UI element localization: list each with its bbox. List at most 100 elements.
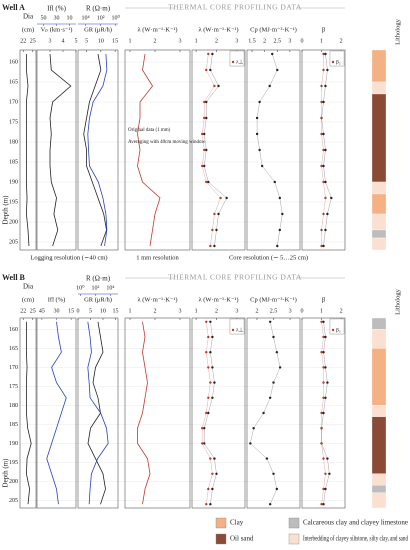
core-point [320,503,323,506]
core-point [324,228,327,232]
core-point [209,351,212,354]
lithology-layer [371,416,387,474]
core-point [278,196,282,200]
core-point [205,116,208,120]
core-point [255,116,259,120]
lithology-layer [371,229,387,239]
tick-label: 15 [68,308,74,314]
panel-frame [124,317,191,509]
tick-label: 10² [91,285,99,291]
core-point [281,212,284,216]
log-curve [87,321,106,505]
core-point [203,427,206,430]
panel-label: Cp (MJ·m⁻³·K⁻¹) [250,26,297,33]
core-point [324,196,327,200]
core-point [211,335,214,339]
core-trace [204,53,227,247]
panel-label: (cm) [22,26,34,33]
core-point [213,457,216,460]
core-point [203,100,206,104]
legend-swatch [231,60,235,64]
core-point [324,180,327,184]
core-point [272,472,275,475]
core-point [209,457,212,460]
depth-tick-label: 170 [9,365,18,371]
core-point [207,366,210,369]
core-point [207,487,210,491]
panel-frame [246,317,301,509]
panel-top-label: Dia [23,13,34,21]
core-point [268,320,272,323]
tick-label: 4 [62,38,65,44]
panel-label: GR (μR/h) [84,296,112,303]
tick-label: 10⁰ [112,14,121,21]
depth-tick-label: 165 [9,346,18,352]
core-point [324,487,327,491]
core-point [322,457,325,460]
legend-swatch [331,328,335,332]
tick-label: 10⁴ [106,285,114,291]
core-point [211,487,214,491]
tick-label: 2 [154,308,157,314]
tick-label: 25 [30,308,36,314]
core-point [320,244,323,248]
core-point [320,84,323,88]
tick-label: 3 [235,38,238,44]
core-trace [250,321,281,505]
lithology-layer [371,329,387,349]
tick-label: 0 [301,38,304,44]
panel-label: λ (W·m⁻¹·K⁻¹) [137,296,177,303]
tick-label: 3 [179,38,182,44]
core-point [211,472,214,475]
core-point [203,164,206,168]
legend-label: β₂ [336,59,341,65]
core-point [203,132,206,136]
well-title: Well B [2,273,26,282]
core-point [320,116,323,120]
tick-label: 5 [89,308,92,314]
tick-label: 15 [113,308,119,314]
core-point [252,427,255,430]
legend-label: λ⊥ [236,326,244,333]
core-point [322,487,325,491]
tick-label: 1 [320,308,323,314]
core-point [324,148,327,152]
core-point [211,52,214,56]
core-point [219,196,222,200]
core-point [322,411,325,415]
core-point [322,366,325,369]
tick-label: 10⁴ [81,15,89,21]
core-point [213,381,216,384]
legend-swatch [231,328,235,332]
core-point [324,84,327,88]
tick-label: 2 [154,38,157,44]
tick-label: 1 [195,308,198,314]
core-point [213,212,216,216]
section-header: THERMAL CORE PROFILING DATA [168,3,302,12]
log-curve [49,53,72,247]
core-point [320,351,323,354]
core-point [255,132,259,136]
tick-label: 3 [288,38,291,44]
depth-tick-label: 170 [9,99,18,105]
core-point [207,411,210,415]
core-point [324,396,327,399]
depth-tick-label: 190 [9,441,18,447]
tick-label: 10 [67,15,73,21]
core-point [207,396,210,399]
panel-frame [246,49,301,251]
core-point [203,442,206,445]
tick-label: 22 [20,308,26,314]
panel-frame [36,317,77,509]
log-curve [46,321,67,505]
panel-label: λ (W·m⁻¹·K⁻¹) [198,296,238,303]
lithology-layer [371,473,387,486]
resolution-label: Logging resolution (∼40 cm) [30,254,107,261]
core-point [205,411,208,415]
tick-label: 1.5 [248,38,256,44]
lithology-label: Lithology [394,18,401,44]
core-point [275,351,279,354]
depth-tick-label: 175 [9,384,18,390]
lithology-layer [371,348,387,406]
core-point [272,335,275,339]
